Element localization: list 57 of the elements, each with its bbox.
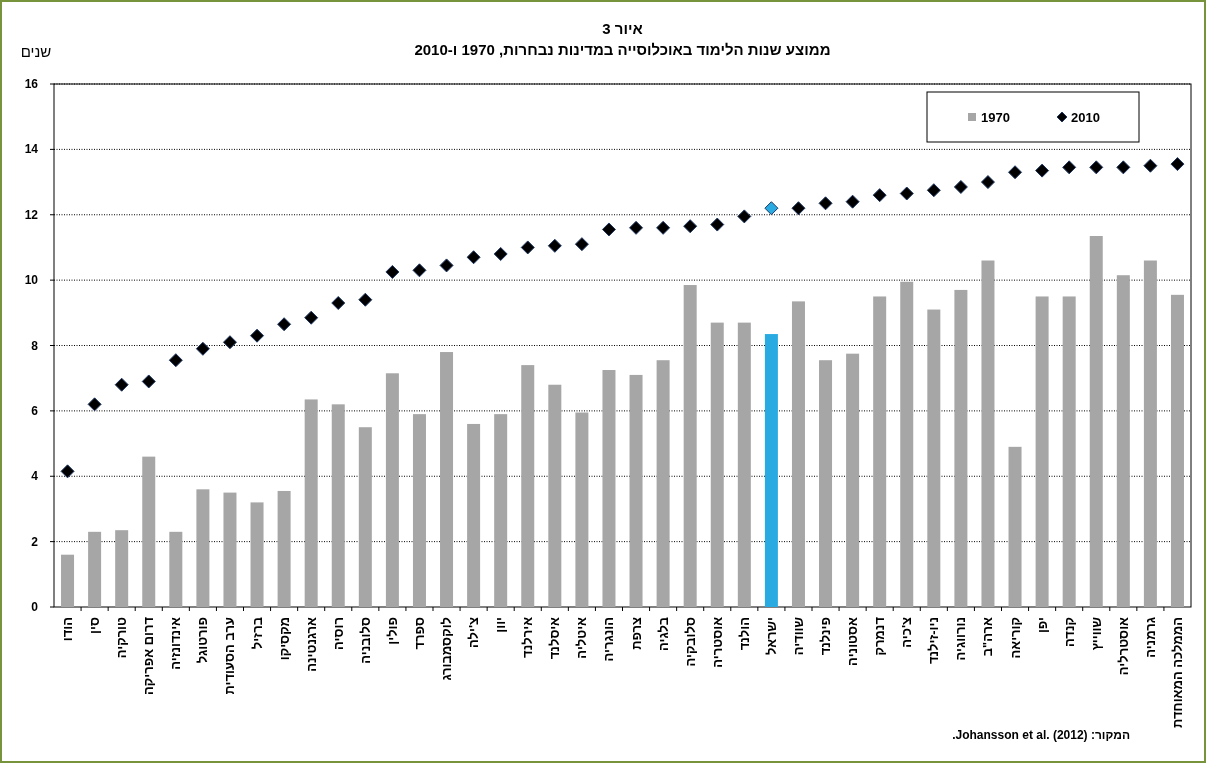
legend-label: 1970: [981, 110, 1010, 125]
x-tick-label: פולין: [384, 617, 400, 645]
y-tick-label: 4: [31, 469, 39, 484]
x-tick-label: ברזיל: [249, 617, 265, 650]
x-tick-label: קוריאה: [1007, 617, 1023, 659]
x-tick-label: דרום אפריקה: [141, 616, 157, 695]
x-tick-label: קנדה: [1061, 617, 1077, 648]
x-tick-label: פורטוגל: [195, 617, 211, 664]
x-tick-label: מקסיקו: [276, 617, 292, 661]
x-tick-label: צ'כיה: [899, 616, 915, 648]
y-tick-label: 16: [24, 77, 39, 91]
legend-label: 2010: [1071, 110, 1100, 125]
x-tick-label: שוודיה: [790, 617, 806, 656]
y-tick-label: 10: [24, 273, 39, 288]
x-tick-label: הודו: [60, 617, 76, 642]
y-tick-label: 14: [24, 142, 39, 157]
x-tick-label: איטליה: [574, 616, 590, 659]
y-tick-label: 12: [24, 207, 39, 222]
x-tick-label: סלובקיה: [682, 617, 698, 667]
x-tick-label: אוסטרליה: [1115, 616, 1131, 676]
x-tick-label: אוסטריה: [709, 616, 725, 668]
x-tick-label: לוקסמבורג: [439, 617, 455, 681]
x-tick-label: ניו-זילנד: [926, 617, 942, 665]
x-tick-label: טורקיה: [114, 616, 130, 659]
x-tick-label: רוסיה: [330, 617, 346, 650]
x-tick-label: בלגיה: [655, 617, 671, 651]
x-tick-label: ערב הסעודית: [222, 617, 238, 695]
x-tick-label: נורווגיה: [953, 617, 969, 661]
x-tick-label: סלובניה: [357, 617, 373, 664]
x-tick-label: צ'ילה: [466, 616, 482, 648]
text: המקור: Johansson et al. (2012).: [952, 728, 1130, 742]
x-tick-label: שווייץ: [1088, 617, 1104, 651]
x-tick-label: הממלכה המאוחדת: [1169, 617, 1185, 728]
x-tick-label: איסלנד: [547, 616, 563, 660]
y-tick-label: 8: [31, 338, 39, 353]
chart-subtitle: ממוצע שנות הלימוד באוכלוסייה במדינות נבחרות, 1970 ו-2010: [414, 41, 831, 58]
x-tick-label: ארה"ב: [980, 616, 996, 657]
y-axis-title: שנים: [20, 43, 52, 60]
x-tick-label: אינדונזיה: [168, 616, 184, 670]
x-tick-label: יפן: [1034, 617, 1050, 634]
x-tick-label: ארגנטינה: [303, 616, 319, 672]
x-tick-label: גרמניה: [1142, 617, 1158, 658]
x-tick-label: אסטוניה: [845, 616, 861, 666]
x-tick-label: ספרד: [411, 617, 427, 650]
x-tick-label: פינלנד: [818, 617, 834, 656]
x-tick-label: יוון: [493, 617, 509, 633]
x-tick-label: סין: [87, 617, 103, 634]
x-tick-label: ישראל: [763, 617, 779, 655]
x-tick-label: אירלנד: [520, 616, 536, 658]
y-tick-label: 6: [31, 403, 39, 418]
x-tick-label: דנמרק: [872, 616, 888, 656]
y-tick-label: 2: [31, 534, 39, 549]
x-tick-label: הולנד: [736, 617, 752, 651]
y-tick-label: 0: [31, 600, 39, 614]
x-tick-label: הונגריה: [601, 617, 617, 662]
chart-title: איור 3: [602, 20, 643, 37]
x-tick-label: צרפת: [628, 616, 644, 650]
